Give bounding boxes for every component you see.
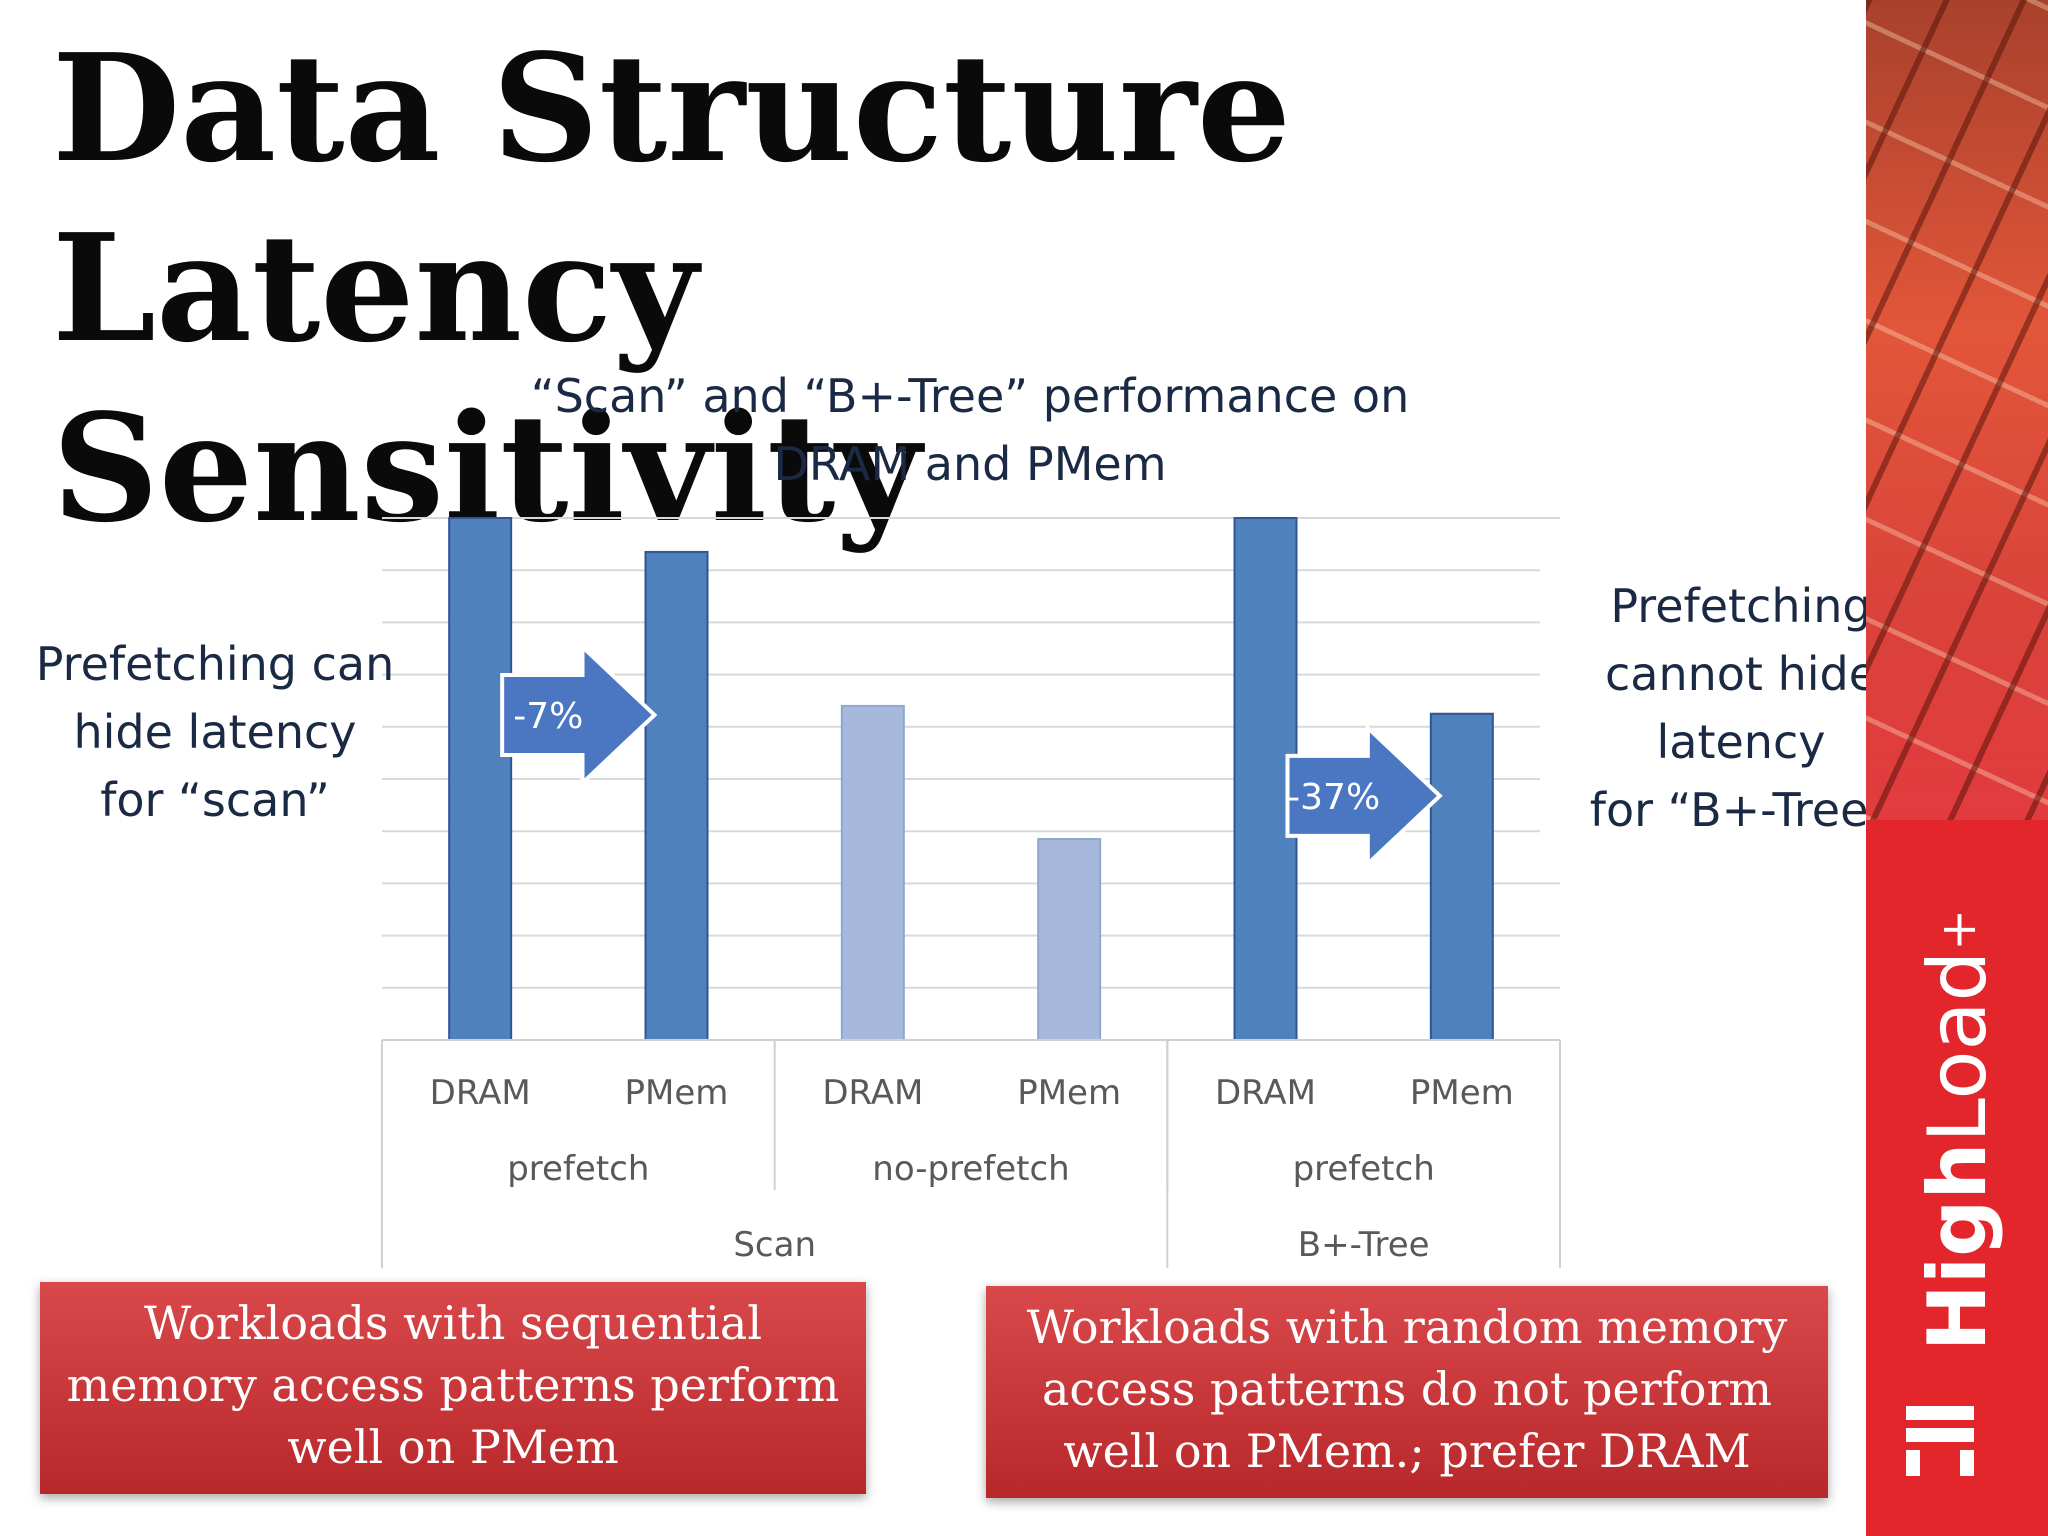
- bar-0: [448, 517, 513, 1041]
- chart-title-line1: “Scan” and “B+-Tree” performance on: [530, 369, 1410, 423]
- x-category-label: Scan: [733, 1225, 816, 1265]
- x-tick-label: PMem: [1017, 1073, 1121, 1113]
- callout-right-line3: well on PMem.; prefer DRAM: [1063, 1424, 1751, 1478]
- x-tick-label: PMem: [625, 1073, 729, 1113]
- change-label: -37%: [1287, 777, 1380, 818]
- x-tick-label: PMem: [1410, 1073, 1514, 1113]
- annotation-right-line3: latency: [1656, 715, 1826, 769]
- brand-name-bold: High: [1911, 1142, 2004, 1352]
- bar-5: [1429, 712, 1494, 1041]
- x-group-label: prefetch: [507, 1149, 649, 1189]
- annotation-right-line1: Prefetching: [1610, 579, 1872, 633]
- brand-mark-icon: [1906, 1406, 1974, 1476]
- chart-title-line2: DRAM and PMem: [773, 437, 1167, 491]
- x-tick-label: DRAM: [1215, 1073, 1316, 1113]
- annotation-left-line2: hide latency: [73, 705, 357, 759]
- x-group-label: no-prefetch: [872, 1149, 1069, 1189]
- annotation-right-line2: cannot hide: [1604, 647, 1878, 701]
- callout-left-line1: Workloads with sequential: [143, 1296, 763, 1350]
- callout-sequential: Workloads with sequential memory access …: [40, 1282, 866, 1494]
- callout-random: Workloads with random memory access patt…: [986, 1286, 1828, 1498]
- change-arrow-icon: [1285, 723, 1443, 869]
- x-tick-label: DRAM: [822, 1073, 923, 1113]
- callout-right-line2: access patterns do not perform: [1041, 1362, 1773, 1416]
- bar-3: [1037, 838, 1102, 1042]
- annotation-left-line3: for “scan”: [100, 773, 330, 827]
- slide-title-line1: Data Structure Latency: [52, 21, 1292, 375]
- brand-photo-texture: [1866, 0, 2048, 820]
- change-arrow-icon: [500, 642, 658, 788]
- slide-title: Data Structure Latency Sensitivity: [52, 18, 1832, 558]
- x-category-label: B+-Tree: [1298, 1225, 1430, 1265]
- brand-side-band: [1866, 0, 2048, 1536]
- annotation-left: Prefetching can hide latency for “scan”: [20, 630, 410, 834]
- annotation-left-line1: Prefetching can: [35, 637, 395, 691]
- bar-4: [1233, 517, 1298, 1041]
- bar-1: [644, 550, 709, 1041]
- chart-title: “Scan” and “B+-Tree” performance on DRAM…: [380, 362, 1560, 498]
- brand-plus: +: [1929, 908, 1987, 951]
- brand-logo: HighLoad+: [1911, 908, 2004, 1351]
- callout-left-line2: memory access patterns perform: [66, 1358, 840, 1412]
- callout-right-line1: Workloads with random memory: [1026, 1300, 1788, 1354]
- x-tick-label: DRAM: [430, 1073, 531, 1113]
- brand-name-regular: Load: [1911, 950, 2004, 1143]
- change-label: -7%: [513, 696, 583, 737]
- annotation-right-line4: for “B+-Tree”: [1589, 783, 1893, 837]
- x-group-label: prefetch: [1293, 1149, 1435, 1189]
- callout-left-line3: well on PMem: [287, 1420, 619, 1474]
- bar-2: [840, 704, 905, 1041]
